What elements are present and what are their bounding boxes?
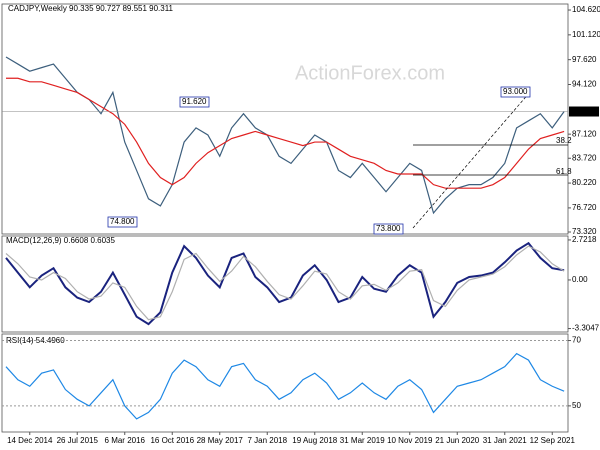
x-tick-label: 16 Oct 2016: [150, 436, 194, 445]
annotation-box: [107, 216, 138, 228]
rsi-line: [5, 352, 565, 420]
panel-frame: [1, 3, 569, 235]
y-tick-label: 87.120: [572, 129, 597, 138]
y-tick-label: 83.720: [572, 153, 597, 162]
y-tick-label: 76.720: [572, 203, 597, 212]
last-price-label: 90.311: [571, 107, 595, 116]
x-tick-label: 21 Jun 2020: [435, 436, 480, 445]
annotation: 38.2: [556, 136, 572, 145]
x-tick-label: 19 Aug 2018: [292, 436, 337, 445]
annotation: 73.800: [376, 224, 401, 233]
panel-frame: [1, 333, 569, 433]
x-tick-label: 6 Mar 2016: [105, 436, 146, 445]
x-tick-label: 10 Nov 2019: [387, 436, 433, 445]
chart-title: CADJPY,Weekly 90.335 90.727 89.551 90.31…: [8, 4, 174, 13]
y-tick-label: -3.3047: [572, 324, 600, 333]
watermark: ActionForex.com: [295, 62, 445, 84]
y-tick-label: 80.220: [572, 178, 597, 187]
y-tick-label: 101.120: [572, 30, 600, 39]
annotation-box: [373, 223, 404, 235]
y-tick-label: 104.620: [572, 5, 600, 14]
y-tick-label: 2.7218: [572, 235, 597, 244]
x-tick-label: 7 Jan 2018: [247, 436, 287, 445]
annotation: 93.000: [503, 87, 528, 96]
x-tick-label: 31 Jan 2021: [483, 436, 528, 445]
x-tick-label: 12 Sep 2021: [530, 436, 576, 445]
moving-average: [6, 77, 565, 189]
annotation-box: [500, 86, 531, 98]
x-tick-label: 31 Mar 2019: [340, 436, 385, 445]
macd-line: [5, 241, 565, 326]
macd-title: MACD(12,26,9) 0.6608 0.6035: [6, 236, 116, 245]
y-tick-label: 0.00: [572, 275, 588, 284]
annotation: 91.620: [182, 97, 207, 106]
last-price-box: [569, 106, 599, 117]
signal-line: [5, 245, 565, 321]
y-tick-label: 73.320: [572, 227, 597, 236]
annotation: 61.8: [556, 167, 572, 176]
y-tick-label: 70: [572, 336, 581, 345]
y-tick-label: 94.120: [572, 80, 597, 89]
panel-frame: [1, 235, 569, 333]
annotation: 74.800: [110, 217, 135, 226]
annotation-box: [179, 96, 210, 108]
y-tick-label: 97.620: [572, 55, 597, 64]
y-tick-label: 50: [572, 401, 581, 410]
x-tick-label: 14 Dec 2014: [7, 436, 53, 445]
x-tick-label: 26 Jul 2015: [57, 436, 99, 445]
x-tick-label: 28 May 2017: [197, 436, 244, 445]
